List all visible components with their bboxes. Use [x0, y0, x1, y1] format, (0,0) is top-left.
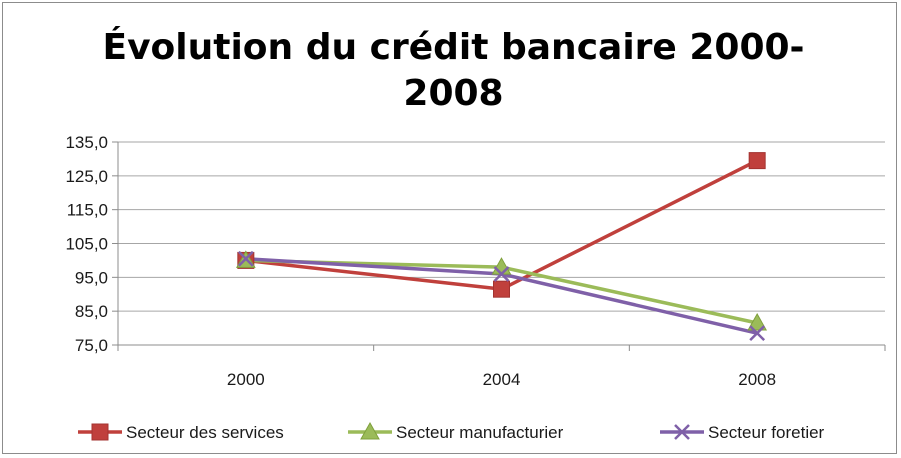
- y-tick-label: 125,0: [65, 167, 108, 186]
- x-tick-label: 2008: [738, 370, 776, 389]
- y-tick-label: 75,0: [75, 336, 108, 355]
- legend-label-secteur-des-services: Secteur des services: [126, 423, 284, 442]
- legend-marker-secteur-manufacturier: [360, 421, 380, 440]
- legend-label-secteur-foretier: Secteur foretier: [708, 423, 825, 442]
- x-tick-label: 2000: [227, 370, 265, 389]
- chart-title: Évolution du crédit bancaire 2000- 2008: [3, 25, 901, 117]
- data-point-secteur-foretier: [237, 250, 254, 267]
- y-tick-label: 115,0: [67, 201, 108, 220]
- data-point-secteur-foretier: [493, 266, 510, 282]
- y-tick-label: 85,0: [75, 302, 108, 321]
- data-point-secteur-des-services: [493, 280, 510, 298]
- legend-marker-secteur-des-services: [91, 423, 109, 441]
- data-point-secteur-manufacturier: [747, 312, 768, 331]
- data-point-secteur-des-services: [748, 152, 766, 170]
- x-tick-label: 2004: [483, 370, 521, 389]
- chart-title-line-2: 2008: [403, 73, 504, 114]
- y-tick-label: 135,0: [65, 133, 108, 152]
- y-tick-label: 105,0: [65, 235, 108, 254]
- y-tick-label: 95,0: [75, 268, 108, 287]
- legend-label-secteur-manufacturier: Secteur manufacturier: [396, 423, 564, 442]
- data-point-secteur-foretier: [749, 325, 766, 342]
- legend-marker-secteur-foretier: [674, 424, 690, 440]
- chart-title-line-1: Évolution du crédit bancaire 2000-: [102, 27, 805, 68]
